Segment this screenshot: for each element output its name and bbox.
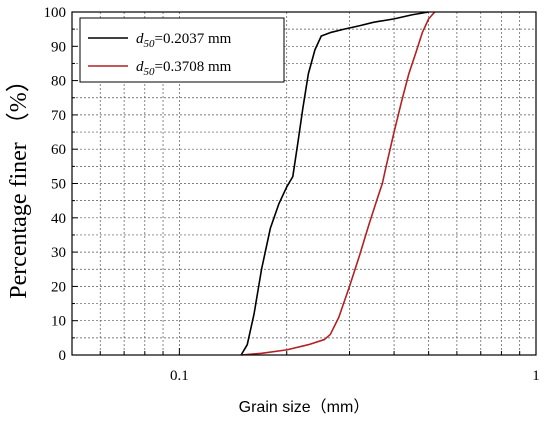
y-tick-label: 40 xyxy=(51,211,66,227)
y-tick-label: 100 xyxy=(44,5,67,21)
series-line-1 xyxy=(240,11,429,356)
legend-subscript: 50 xyxy=(144,38,156,50)
curves xyxy=(240,11,436,356)
legend-label-2: d50=0.3708 mm xyxy=(136,59,232,78)
legend-d-symbol: d xyxy=(136,59,144,75)
y-axis-label: Percentage finer （%） xyxy=(6,68,32,299)
x-axis-label: Grain size（mm） xyxy=(239,398,370,416)
y-tick-label: 0 xyxy=(59,348,67,364)
legend-value: =0.2037 mm xyxy=(155,31,232,47)
x-tick-label: 1 xyxy=(532,368,540,384)
y-tick-label: 60 xyxy=(51,142,66,158)
legend-subscript: 50 xyxy=(144,66,156,78)
grid-lines xyxy=(71,12,537,355)
y-tick-label: 20 xyxy=(51,279,66,295)
y-tick-label: 70 xyxy=(51,108,66,124)
y-tick-label: 80 xyxy=(51,74,66,90)
legend-box xyxy=(79,17,285,83)
legend-value: =0.3708 mm xyxy=(155,59,232,75)
y-tick-label: 50 xyxy=(51,177,66,193)
y-tick-label: 90 xyxy=(51,39,66,55)
legend-d-symbol: d xyxy=(136,31,144,47)
y-tick-label: 10 xyxy=(51,314,66,330)
series-line-2 xyxy=(241,11,436,356)
y-tick-label: 30 xyxy=(51,245,66,261)
legend-label-1: d50=0.2037 mm xyxy=(136,31,232,50)
x-tick-label: 0.1 xyxy=(170,368,189,384)
